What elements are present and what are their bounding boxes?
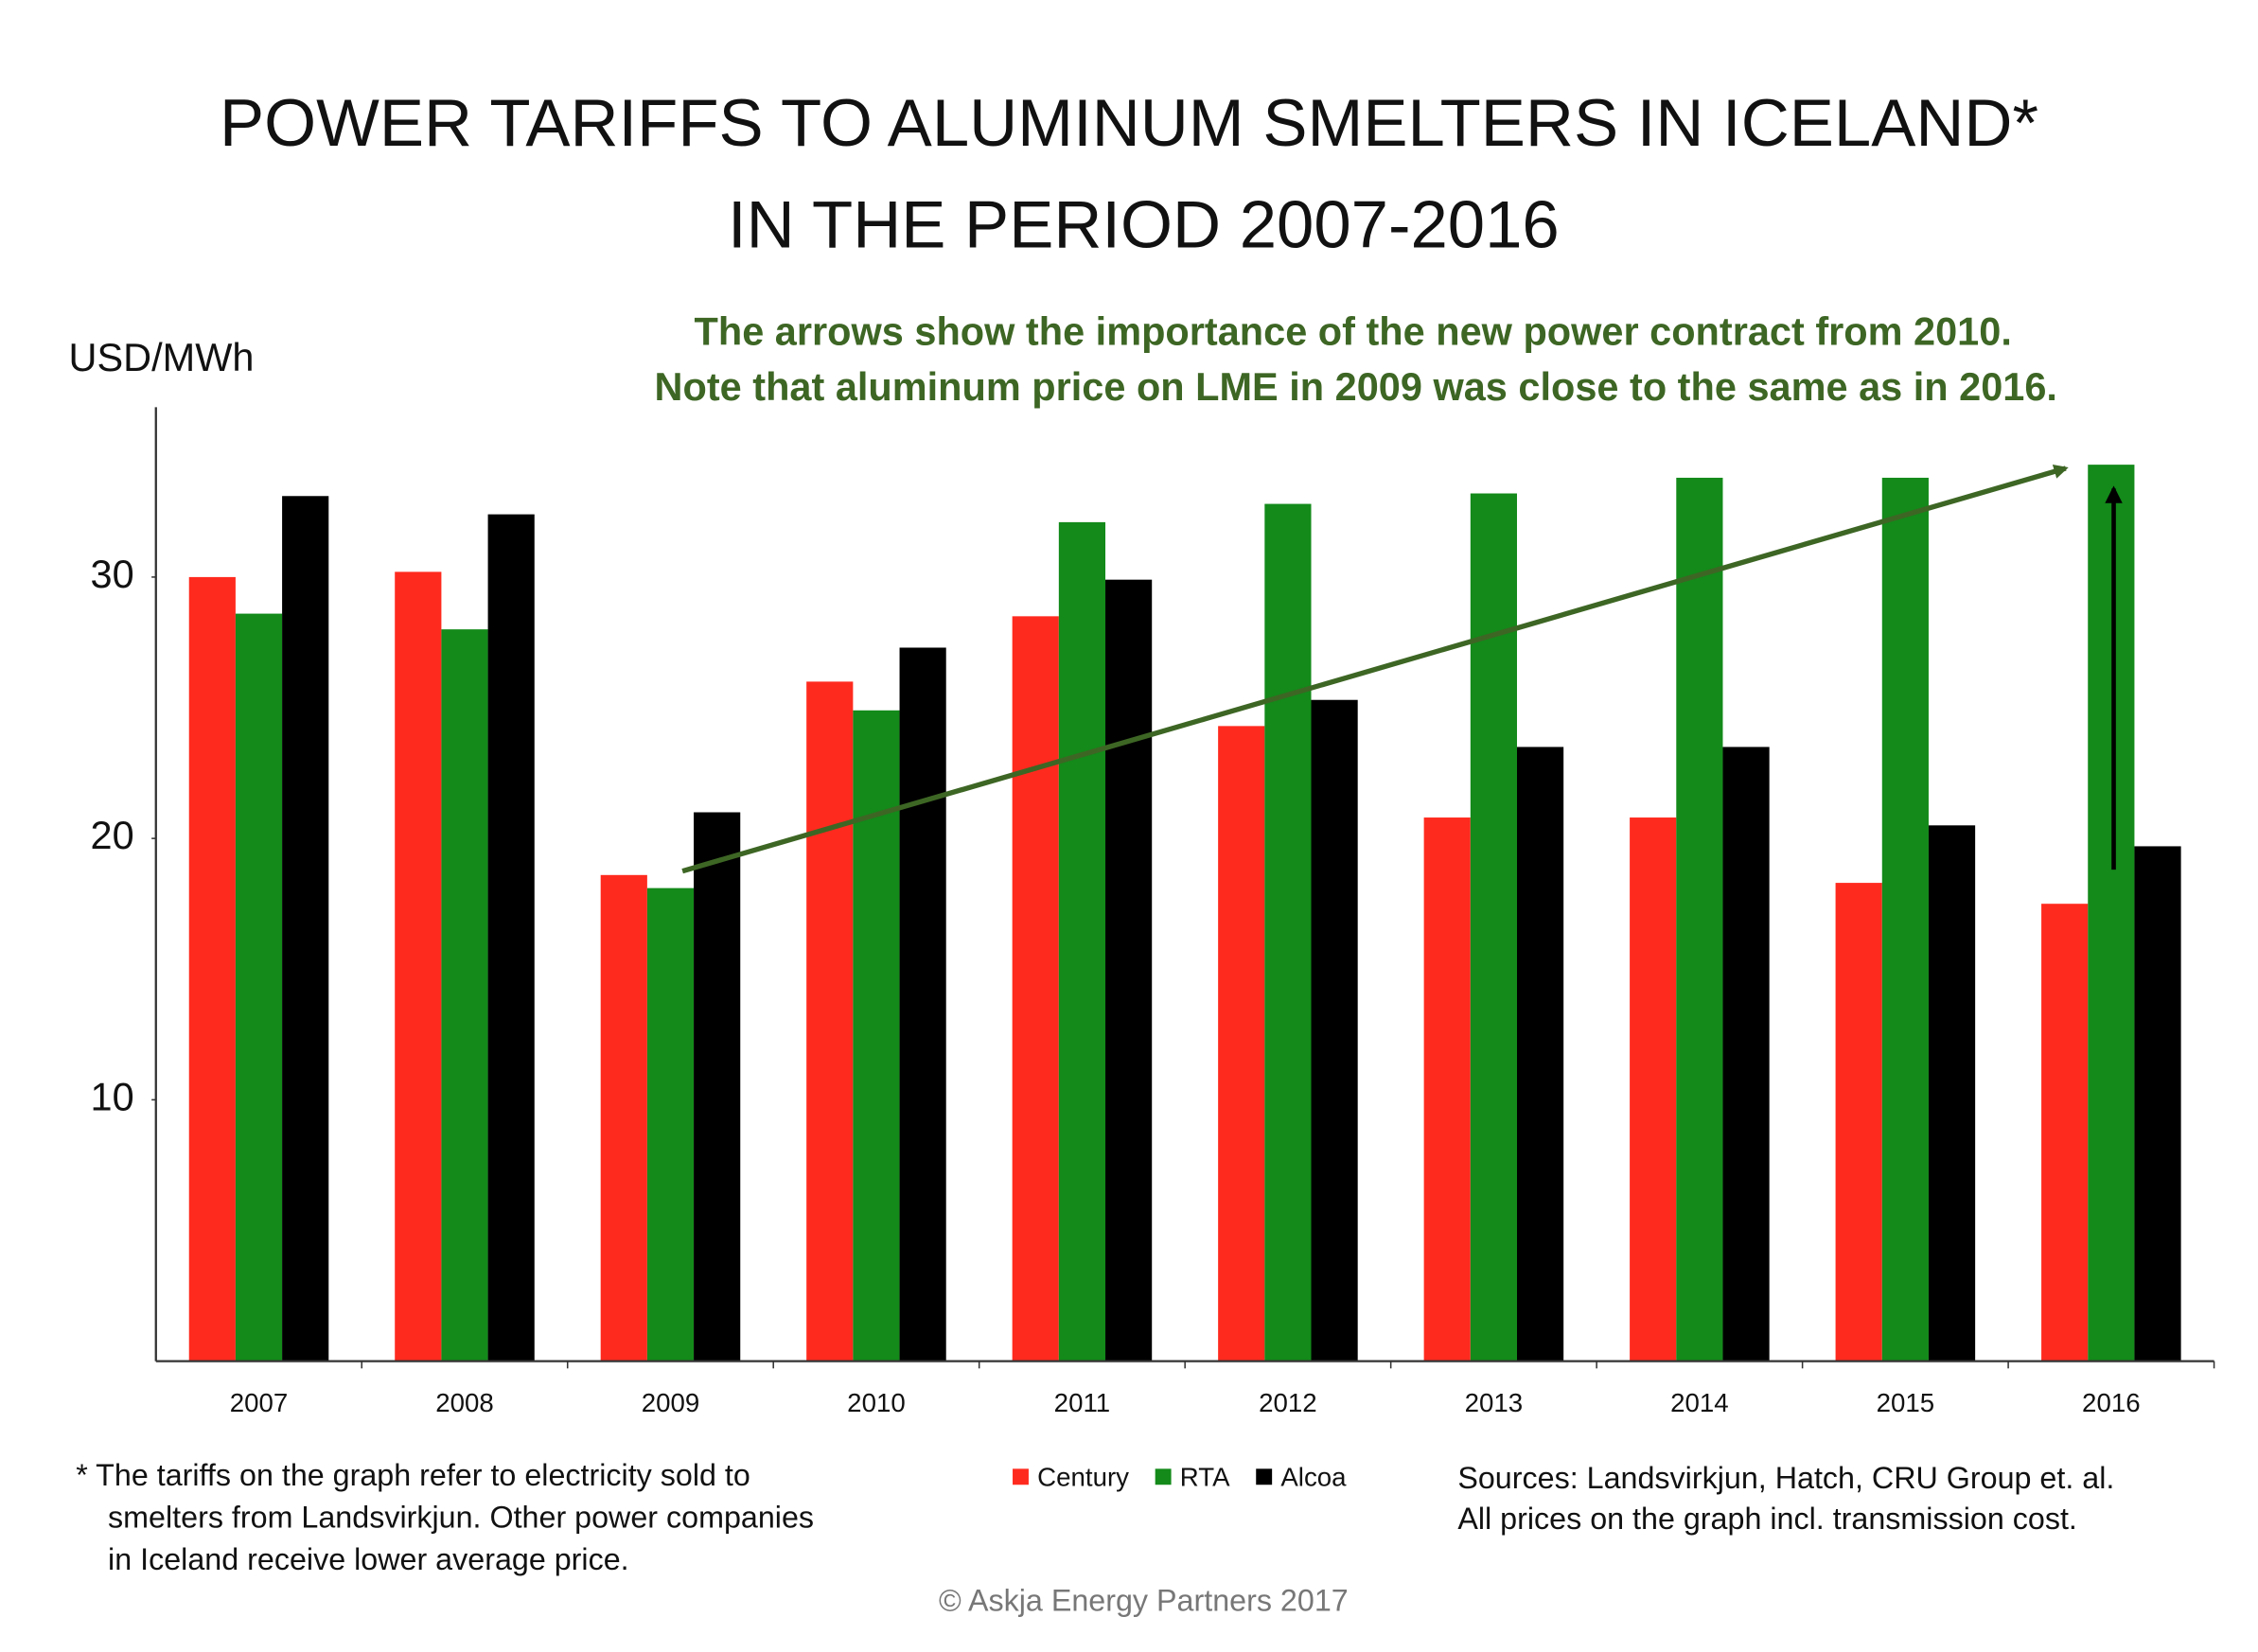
legend-swatch (1256, 1468, 1273, 1485)
bar (806, 681, 854, 1362)
legend: Century RTA Alcoa (1013, 1462, 1347, 1491)
bar (1722, 747, 1770, 1362)
legend-swatch (1013, 1468, 1029, 1485)
bar (694, 812, 741, 1362)
bar (2134, 846, 2181, 1362)
x-tick-label: 2014 (1670, 1388, 1729, 1417)
bar (188, 576, 236, 1362)
sources: Sources: Landsvirkjun, Hatch, CRU Group … (1457, 1461, 2114, 1495)
bar (395, 571, 442, 1362)
x-tick-label: 2015 (1877, 1388, 1935, 1417)
bar (1105, 579, 1153, 1362)
x-tick-label: 2016 (2082, 1388, 2141, 1417)
bar (441, 629, 488, 1362)
x-tick-label: 2008 (435, 1388, 494, 1417)
bar (1881, 477, 1929, 1362)
x-tick-label: 2007 (230, 1388, 289, 1417)
legend-swatch (1155, 1468, 1172, 1485)
bar (1264, 503, 1312, 1362)
annotation: The arrows show the importance of the ne… (695, 308, 2012, 353)
sources: All prices on the graph incl. transmissi… (1457, 1502, 2077, 1536)
bar (282, 496, 329, 1362)
footnote: * The tariffs on the graph refer to elec… (76, 1458, 750, 1492)
copyright: © Askja Energy Partners 2017 (939, 1583, 1349, 1617)
y-axis-label: USD/MWh (69, 335, 255, 379)
bar (1311, 699, 1358, 1362)
x-tick-label: 2013 (1465, 1388, 1524, 1417)
bar (1516, 747, 1564, 1362)
x-tick-label: 2011 (1054, 1388, 1110, 1417)
bar (1470, 493, 1517, 1362)
bar (1835, 883, 1882, 1362)
bar (2041, 904, 2089, 1362)
y-tick-label: 30 (91, 552, 134, 596)
bar (899, 647, 946, 1362)
footnote: in Iceland receive lower average price. (108, 1542, 629, 1576)
x-tick-label: 2009 (642, 1388, 700, 1417)
chart-title: POWER TARIFFS TO ALUMINUM SMELTERS IN IC… (220, 85, 2038, 160)
chart-title: IN THE PERIOD 2007-2016 (728, 187, 1560, 262)
bar (235, 613, 283, 1362)
annotation: Note that aluminum price on LME in 2009 … (655, 364, 2057, 409)
bar (1058, 521, 1106, 1362)
footnote: smelters from Landsvirkjun. Other power … (108, 1501, 814, 1535)
trend-arrow (681, 464, 2069, 874)
bar (1012, 616, 1059, 1362)
y-tick-label: 20 (91, 813, 134, 857)
x-tick-label: 2010 (847, 1388, 906, 1417)
bar (1676, 477, 1723, 1362)
legend-label: RTA (1180, 1462, 1230, 1491)
bar (487, 514, 535, 1362)
bar (1423, 817, 1471, 1362)
bar (1928, 825, 1976, 1362)
x-tick-label: 2012 (1259, 1388, 1317, 1417)
bar (1630, 817, 1677, 1362)
y-tick-label: 10 (91, 1074, 134, 1118)
bar (646, 888, 695, 1362)
bar (2088, 465, 2135, 1362)
legend-label: Alcoa (1280, 1462, 1347, 1491)
plot-area: 10 20 30 2007 2008 2009 2010 2011 2012 2013 2014 20… (91, 465, 2215, 1417)
legend-label: Century (1037, 1462, 1129, 1491)
bar (600, 874, 647, 1362)
bar (1218, 726, 1265, 1362)
